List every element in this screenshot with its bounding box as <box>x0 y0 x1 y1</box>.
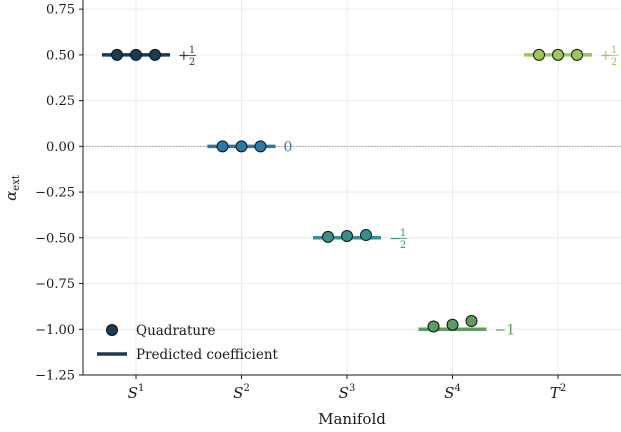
x-tick-label-base: S <box>128 384 138 402</box>
quadrature-point-4-0 <box>533 48 546 61</box>
legend-label-1: Predicted coefficient <box>136 347 279 363</box>
y-tick-label-0: 0.75 <box>46 3 75 18</box>
y-tick-label-1: 0.50 <box>46 48 75 63</box>
y-tick-label-2: 0.25 <box>46 94 75 109</box>
annotation-denominator: 2 <box>400 240 406 251</box>
annotation-denominator: 2 <box>189 57 195 68</box>
annotation-2: −12 <box>389 228 407 251</box>
quadrature-point-3-0 <box>427 320 440 333</box>
quadrature-point-2-0 <box>322 230 335 243</box>
annotation-numerator: 1 <box>611 45 617 56</box>
x-tick-label-sup: 3 <box>349 383 355 394</box>
quadrature-point-4-1 <box>552 48 564 61</box>
quadrature-point-0-2 <box>148 48 161 61</box>
y-tick-label-4: −0.25 <box>35 186 75 201</box>
x-tick-label-sup: 4 <box>454 383 460 394</box>
x-tick-label-sup: 2 <box>243 383 249 394</box>
legend-label-0: Quadrature <box>136 323 216 339</box>
legend-marker-0 <box>106 324 118 336</box>
quadrature-points <box>111 48 583 333</box>
quadrature-point-3-1 <box>446 318 459 331</box>
annotation-0: +12 <box>178 45 196 68</box>
annotation-4: +12 <box>600 45 618 68</box>
quadrature-point-1-2 <box>254 140 267 153</box>
y-tick-label-7: −1.00 <box>35 323 75 338</box>
y-tick-label-6: −0.75 <box>35 277 75 292</box>
annotation-3: −1 <box>495 322 516 338</box>
annotation-sign: + <box>178 48 190 64</box>
y-axis-label-main: α <box>2 191 20 201</box>
annotation-1: 0 <box>284 139 293 155</box>
y-axis-label-sub: ext <box>11 175 22 191</box>
quadrature-point-1-1 <box>235 140 248 153</box>
x-tick-label-base: T <box>550 384 561 402</box>
annotation-numerator: 1 <box>189 45 195 56</box>
x-tick-label-sup: 1 <box>138 383 144 394</box>
axes: 0.75 0.50 0.25 0.00 −0.25 −0.50 −0.75 −1.00 −1.2… <box>35 0 621 402</box>
quadrature-point-2-2 <box>359 229 372 242</box>
y-tick-label-5: −0.50 <box>35 231 75 246</box>
y-axis-label: αext <box>2 175 22 201</box>
x-axis-label: Manifold <box>318 410 386 428</box>
x-tick-label-base: S <box>339 384 349 402</box>
x-tick-label-2: S3 <box>339 383 356 402</box>
x-tick-label-sup: 2 <box>560 383 566 394</box>
annotation-sign: + <box>600 48 612 64</box>
annotation-sign: − <box>389 231 401 247</box>
quadrature-point-4-2 <box>570 48 583 61</box>
legend: Quadrature Predicted coefficient <box>97 323 279 363</box>
x-tick-label-base: S <box>444 384 454 402</box>
x-tick-label-base: S <box>233 384 243 402</box>
x-tick-label-1: S2 <box>233 383 250 402</box>
annotation-numerator: 1 <box>400 228 406 239</box>
x-tick-label-0: S1 <box>128 383 145 402</box>
quadrature-point-3-2 <box>465 315 478 328</box>
quadrature-point-2-1 <box>341 229 353 242</box>
x-tick-label-3: S4 <box>444 383 461 402</box>
quadrature-point-0-0 <box>111 48 124 61</box>
y-tick-label-8: −1.25 <box>35 369 75 384</box>
y-tick-label-3: 0.00 <box>46 140 75 155</box>
annotation-denominator: 2 <box>611 57 617 68</box>
x-tick-label-4: T2 <box>550 383 566 402</box>
quadrature-point-1-0 <box>216 140 229 153</box>
quadrature-point-0-1 <box>130 48 142 61</box>
annotations: +120− 12−1+ 12 <box>178 45 618 338</box>
